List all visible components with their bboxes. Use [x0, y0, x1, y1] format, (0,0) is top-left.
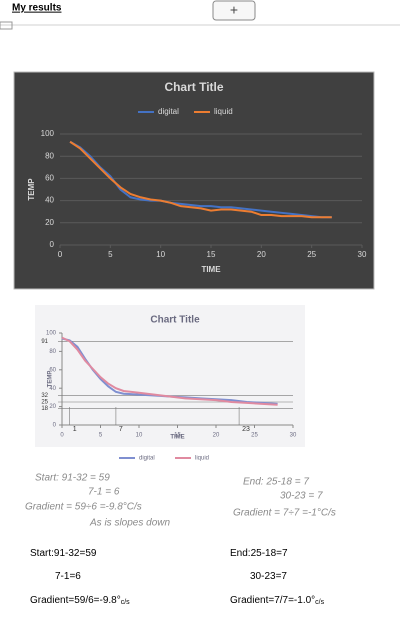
- x-tick-label: 0: [60, 433, 64, 439]
- result-line: 30-23=7: [250, 571, 287, 582]
- result-line: Start:91-32=59: [30, 548, 97, 559]
- y-axis-label: TEMP: [48, 371, 54, 388]
- y-annotation: 18: [41, 406, 48, 412]
- y-tick-label: 0: [53, 423, 57, 429]
- result-text: 30-23=7: [250, 571, 287, 582]
- y-tick-label: 40: [45, 196, 54, 205]
- result-text: Gradient=59/6=-9.8°: [30, 595, 121, 606]
- chart-title: Chart Title: [150, 315, 200, 326]
- x-tick-label: 10: [156, 250, 165, 259]
- result-line: End:25-18=7: [230, 548, 288, 559]
- x-tick-label: 10: [136, 433, 143, 439]
- x-axis-label: TIME: [170, 435, 184, 441]
- result-text: Gradient=7/7=-1.0°: [230, 595, 315, 606]
- y-axis-label: TEMP: [27, 178, 36, 201]
- y-tick-label: 80: [49, 349, 56, 355]
- y-tick-label: 0: [50, 240, 55, 249]
- x-annotation: 7: [119, 426, 123, 433]
- y-annotation: 25: [41, 400, 48, 406]
- x-annotation: 23: [242, 426, 250, 433]
- handwritten-note: 7-1 = 6: [88, 487, 120, 498]
- icon: [0, 21, 13, 30]
- x-tick-label: 20: [257, 250, 266, 259]
- result-text: End:25-18=7: [230, 548, 288, 559]
- legend-label: liquid: [214, 107, 233, 116]
- handwritten-note: As is slopes down: [89, 518, 170, 529]
- add-button-label[interactable]: +: [230, 2, 238, 18]
- series-line: [69, 140, 332, 219]
- y-tick-label: 100: [46, 331, 57, 337]
- result-unit: c/s: [315, 599, 324, 606]
- y-tick-label: 20: [45, 218, 54, 227]
- x-tick-label: 15: [174, 433, 181, 439]
- x-tick-label: 15: [207, 250, 216, 259]
- legend-label: liquid: [195, 456, 209, 462]
- result-text: 7-1=6: [55, 571, 81, 582]
- page-title: My results: [12, 3, 62, 14]
- x-tick-label: 30: [358, 250, 367, 259]
- photo-background: [35, 305, 305, 447]
- x-tick-label: 30: [290, 433, 297, 439]
- handwritten-note: End: 25-18 = 7: [243, 477, 309, 488]
- y-annotation: 91: [41, 339, 48, 345]
- series-line: [61, 336, 278, 406]
- handwritten-note: 30-23 = 7: [280, 491, 323, 502]
- handwritten-note: Gradient = 59÷6 =-9.8°C/s: [25, 502, 142, 513]
- handwritten-note: Gradient = 7÷7 =-1°C/s: [233, 508, 336, 519]
- y-tick-label: 40: [49, 386, 56, 392]
- x-axis-label: TIME: [201, 265, 221, 274]
- x-tick-label: 25: [251, 433, 258, 439]
- legend-label: digital: [139, 456, 155, 462]
- result-line: 7-1=6: [55, 571, 81, 582]
- x-annotation: 1: [73, 426, 77, 433]
- x-tick-label: 25: [307, 250, 316, 259]
- legend-label: digital: [158, 107, 179, 116]
- handwritten-note: Start: 91-32 = 59: [35, 473, 110, 484]
- x-tick-label: 0: [58, 250, 63, 259]
- result-line: Gradient=7/7=-1.0°c/s: [230, 595, 325, 606]
- add-button[interactable]: [212, 0, 256, 21]
- y-tick-label: 20: [49, 404, 56, 410]
- x-tick-label: 5: [108, 250, 113, 259]
- series-line: [61, 337, 278, 405]
- chart-title: Chart Title: [164, 80, 223, 94]
- result-line: Gradient=59/6=-9.8°c/s: [30, 595, 130, 606]
- y-tick-label: 60: [49, 367, 56, 373]
- x-tick-label: 20: [213, 433, 220, 439]
- chart-background: [13, 71, 375, 290]
- y-tick-label: 80: [45, 151, 54, 160]
- y-tick-label: 100: [41, 129, 55, 138]
- y-annotation: 32: [41, 393, 48, 399]
- y-tick-label: 60: [45, 174, 54, 183]
- result-text: Start:91-32=59: [30, 548, 97, 559]
- result-unit: c/s: [121, 599, 130, 606]
- x-tick-label: 5: [99, 433, 103, 439]
